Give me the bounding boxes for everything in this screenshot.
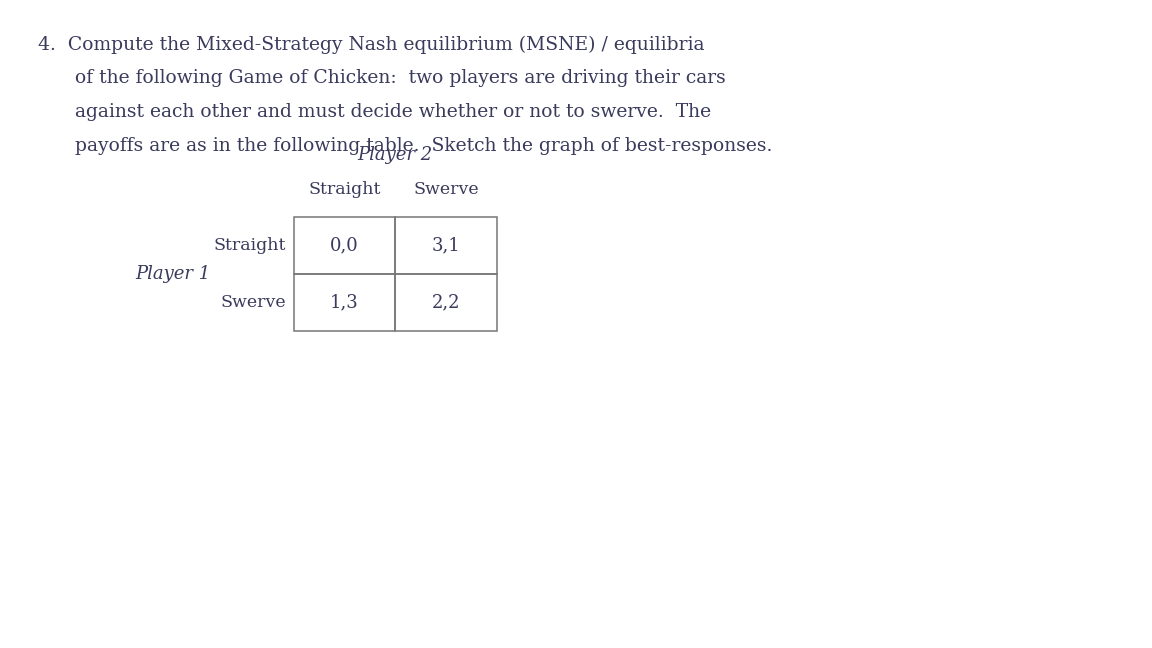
Text: against each other and must decide whether or not to swerve.  The: against each other and must decide wheth… — [75, 103, 711, 121]
Text: Swerve: Swerve — [414, 181, 478, 198]
Text: 0,0: 0,0 — [331, 237, 358, 255]
Text: Player 1: Player 1 — [135, 265, 211, 283]
Text: Player 2: Player 2 — [357, 146, 433, 164]
Text: payoffs are as in the following table.  Sketch the graph of best-responses.: payoffs are as in the following table. S… — [75, 137, 772, 155]
Text: Straight: Straight — [213, 237, 286, 254]
Text: 2,2: 2,2 — [432, 294, 460, 312]
Text: Straight: Straight — [309, 181, 380, 198]
Text: 3,1: 3,1 — [432, 237, 460, 255]
Text: 1,3: 1,3 — [331, 294, 358, 312]
Text: of the following Game of Chicken:  two players are driving their cars: of the following Game of Chicken: two pl… — [75, 69, 726, 87]
Text: 4.  Compute the Mixed-Strategy Nash equilibrium (MSNE) / equilibria: 4. Compute the Mixed-Strategy Nash equil… — [38, 36, 705, 54]
Text: Swerve: Swerve — [220, 294, 286, 311]
